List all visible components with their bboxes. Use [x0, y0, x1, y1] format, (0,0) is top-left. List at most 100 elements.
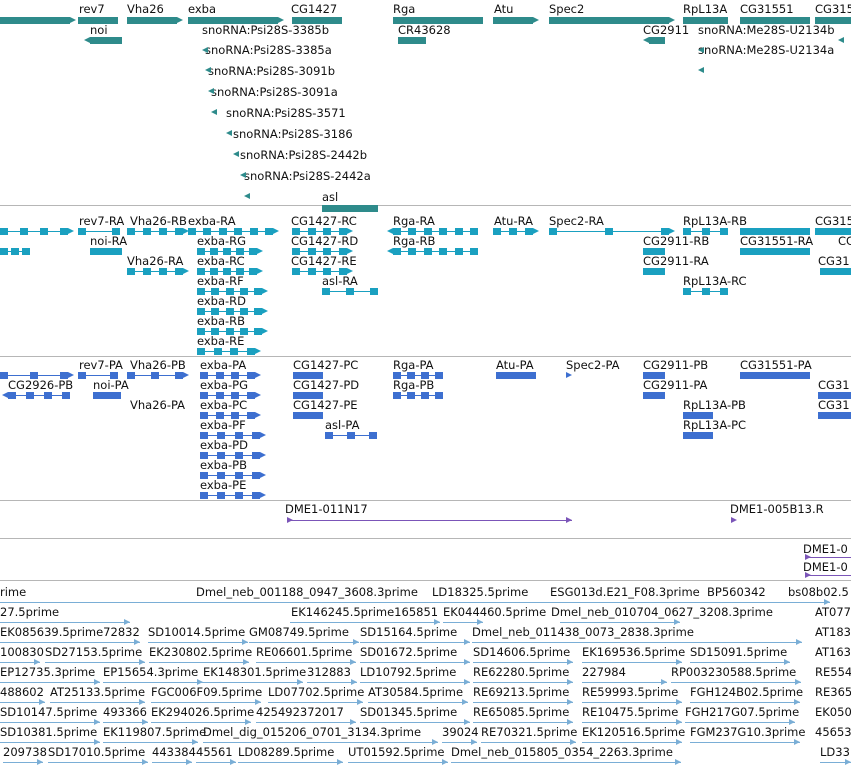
protein-exon[interactable] [235, 432, 243, 439]
transcript-exon[interactable] [226, 308, 234, 315]
transcripts-label-cg31551-ra[interactable]: CG31551-RA [740, 234, 814, 248]
protein-bar[interactable] [293, 372, 323, 379]
proteins-label-cg31-p2[interactable]: CG31 [818, 398, 850, 412]
ests-label-e33[interactable]: 227984 [582, 665, 626, 679]
ests-label-e40[interactable]: AT30584.5prime [368, 685, 464, 699]
proteins-label-cg2911-pb[interactable]: CG2911-PB [643, 358, 709, 372]
transcript-exon[interactable] [175, 268, 183, 275]
transcript-exon[interactable] [720, 228, 728, 235]
transcript-exon[interactable] [60, 228, 68, 235]
ests-label-e22[interactable]: SD01672.5prime [360, 645, 458, 659]
ests-label-e44[interactable]: RE365 [815, 685, 851, 699]
protein-exon[interactable] [217, 452, 225, 459]
transcript-exon[interactable] [720, 288, 728, 295]
protein-exon[interactable] [325, 432, 333, 439]
protein-exon[interactable] [393, 372, 401, 379]
genes-label-cg315[interactable]: CG315 [815, 2, 851, 16]
transcript-exon[interactable] [702, 288, 710, 295]
transcripts-label-exba-rf[interactable]: exba-RF [197, 274, 244, 288]
proteins-label-rga-pa[interactable]: Rga-PA [393, 358, 434, 372]
protein-exon[interactable] [235, 492, 243, 499]
proteins-label-exba-pg[interactable]: exba-PG [200, 378, 249, 392]
proteins-label-cg31551-pa[interactable]: CG31551-PA [740, 358, 812, 372]
genes-label-snorna6[interactable]: snoRNA:Psi28S-3186 [233, 127, 353, 141]
ests-label-e50[interactable]: RE65085.5prime [473, 705, 570, 719]
transcript-bar[interactable] [820, 268, 851, 275]
gene-vha26-bar[interactable] [127, 17, 177, 24]
protein-exon[interactable] [231, 412, 239, 419]
transcript-exon[interactable] [210, 248, 218, 255]
transcripts-label-cg1427-rd[interactable]: CG1427-RD [291, 234, 359, 248]
genes-label-atu[interactable]: Atu [494, 2, 514, 16]
ests-label-e68[interactable]: Dmel_neb_015805_0354_2263.3prime [451, 745, 673, 759]
protein-exon[interactable] [60, 372, 68, 379]
ests-label-e48[interactable]: 425492372017 [256, 705, 344, 719]
ests-label-e26[interactable]: AT163 [815, 645, 851, 659]
protein-bar[interactable] [683, 412, 713, 419]
proteins-label-asl-pa[interactable]: asl-PA [325, 418, 360, 432]
genes-label-snorna7[interactable]: snoRNA:Psi28S-2442b [240, 148, 368, 162]
ests-label-e69[interactable]: LD33 [820, 745, 850, 759]
transcript-exon[interactable] [322, 288, 330, 295]
transcript-exon[interactable] [346, 288, 354, 295]
gene-rpl13a-bar[interactable] [683, 17, 728, 24]
transcripts-label-cg2911-ra[interactable]: CG2911-RA [643, 254, 709, 268]
ests-label-e14[interactable]: GM08749.5prime [249, 625, 349, 639]
ests-label-e20[interactable]: EK230802.5prime [149, 645, 253, 659]
transcript-exon[interactable] [339, 268, 347, 275]
ests-label-e27[interactable]: EP12735.3prime [0, 665, 96, 679]
proteins-label-exba-pd[interactable]: exba-PD [200, 438, 248, 452]
ests-label-e10[interactable]: Dmel_neb_010704_0627_3208.3prime [551, 605, 773, 619]
protein-exon[interactable] [435, 372, 443, 379]
ests-label-e63[interactable]: SD17010.5prime [48, 745, 146, 759]
ests-label-e51[interactable]: RE10475.5prime [582, 705, 679, 719]
transcript-exon[interactable] [20, 228, 28, 235]
transcript-exon[interactable] [254, 308, 262, 315]
ests-label-e32[interactable]: RE62280.5prime [473, 665, 570, 679]
protein-exon[interactable] [30, 372, 38, 379]
transcripts-label-cg-t2[interactable]: CG [838, 234, 851, 248]
gene-cr43628-bar[interactable] [398, 37, 426, 44]
gene-rga-bar[interactable] [393, 17, 483, 24]
protein-exon[interactable] [200, 392, 208, 399]
transcript-exon[interactable] [339, 228, 347, 235]
protein-bar[interactable] [643, 392, 665, 399]
ests-label-e38[interactable]: FGC006F09.5prime [151, 685, 263, 699]
transcript-exon[interactable] [11, 248, 19, 255]
ests-label-e24[interactable]: EK169536.5prime [582, 645, 686, 659]
ests-label-e3[interactable]: LD18325.5prime [432, 585, 529, 599]
genes-label-spec2[interactable]: Spec2 [549, 2, 585, 16]
ests-label-e21[interactable]: RE06601.5prime [256, 645, 353, 659]
gene-noi-bar[interactable] [90, 37, 122, 44]
ests-label-e16[interactable]: Dmel_neb_011438_0073_2838.3prime [472, 625, 694, 639]
proteins-label-cg1427-pc[interactable]: CG1427-PC [293, 358, 359, 372]
transcripts-label-rpl13a-rc[interactable]: RpL13A-RC [683, 274, 747, 288]
protein-exon[interactable] [247, 372, 255, 379]
ests-label-e65[interactable]: 45561 [196, 745, 233, 759]
proteins-label-rpl13a-pc[interactable]: RpL13A-PC [683, 418, 747, 432]
transcript-exon[interactable] [175, 228, 183, 235]
gene-exba-bar[interactable] [188, 17, 278, 24]
protein-exon[interactable] [252, 452, 260, 459]
protein-exon[interactable] [407, 392, 415, 399]
protein-exon[interactable] [8, 392, 16, 399]
transcript-exon[interactable] [323, 268, 331, 275]
transcript-exon[interactable] [112, 228, 120, 235]
genes-label-snorna_me1[interactable]: snoRNA:Me28S-U2134b [698, 23, 835, 37]
transcript-exon[interactable] [393, 248, 401, 255]
transcript-exon[interactable] [408, 248, 416, 255]
ests-label-e53[interactable]: EK050 [815, 705, 851, 719]
transcript-exon[interactable] [439, 228, 447, 235]
transcript-exon[interactable] [323, 248, 331, 255]
protein-exon[interactable] [217, 432, 225, 439]
ests-label-e1[interactable]: rime [0, 585, 27, 599]
ests-label-e28[interactable]: EP15654.3prime [103, 665, 199, 679]
ests-label-e35[interactable]: RE554 [815, 665, 851, 679]
transcripts-label-cg315-t[interactable]: CG315 [815, 214, 851, 228]
transcript-exon[interactable] [424, 248, 432, 255]
protein-exon[interactable] [110, 372, 118, 379]
transcript-exon[interactable] [661, 228, 669, 235]
transcript-exon[interactable] [509, 228, 517, 235]
protein-exon[interactable] [216, 392, 224, 399]
